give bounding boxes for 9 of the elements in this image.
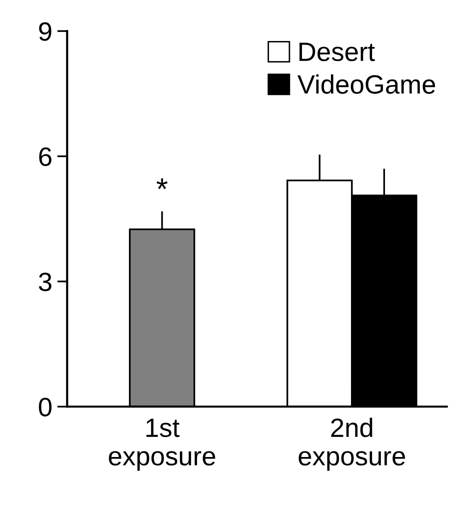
annotation: *: [156, 178, 168, 190]
legend-label: Desert: [300, 42, 375, 62]
x-tick-label: 2nd exposure: [298, 418, 405, 471]
y-tick-label: 9: [39, 22, 52, 41]
y-tick-label: 3: [38, 272, 52, 292]
y-tick-label: 6: [39, 147, 52, 166]
legend-label: VideoGame: [297, 74, 436, 94]
y-tick-label: 0: [38, 398, 52, 416]
x-tick-label: 1st exposure: [108, 418, 216, 471]
